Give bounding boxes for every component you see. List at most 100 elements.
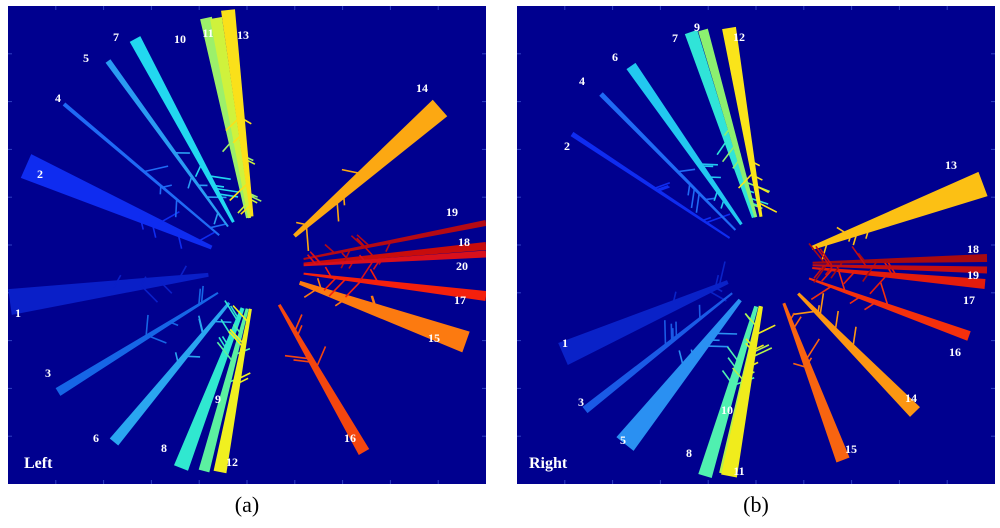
left-branch-trunk [298, 280, 470, 353]
right-branch-label-13: 13 [945, 158, 957, 172]
left-branch-label-8: 8 [161, 441, 167, 455]
left-branch-7 [129, 36, 239, 223]
right-branch-twigs [699, 163, 725, 209]
left-branch-label-5: 5 [83, 51, 89, 65]
left-branch-trunk [303, 272, 486, 301]
right-branch-twigs [654, 182, 731, 224]
left-branch-3 [55, 285, 219, 396]
right-branch-14 [792, 292, 920, 417]
left-branch-17 [303, 266, 486, 301]
left-branch-label-12: 12 [226, 455, 238, 469]
right-branch-19 [812, 245, 988, 279]
right-branch-trunk [722, 26, 763, 218]
right-branch-trunk [797, 292, 920, 417]
left-branch-trunk [303, 242, 486, 265]
left-branch-19 [303, 220, 486, 269]
right-branch-13 [811, 171, 988, 261]
right-branch-3 [582, 292, 733, 414]
right-branch-twigs [664, 304, 701, 347]
right-branch-trunk [782, 302, 850, 463]
right-branch-4 [599, 92, 737, 231]
right-branch-label-6: 6 [612, 50, 618, 64]
left-branch-trunk [210, 17, 252, 219]
left-side-label: Left [24, 455, 53, 472]
left-branch-8 [174, 300, 245, 471]
left-branch-trunk [174, 307, 245, 471]
left-branch-trunk [303, 250, 486, 267]
left-branch-twigs [218, 300, 240, 350]
right-branch-twigs [813, 245, 868, 279]
right-branch-6 [626, 62, 743, 226]
right-branch-trunk [811, 171, 988, 250]
left-branch-label-2: 2 [37, 167, 43, 181]
right-branch-16 [808, 266, 971, 341]
left-branch-12 [213, 305, 252, 474]
panel-right: 1 2 3 4 5 6 7 8 9 10 11 12 13 14 15 16 17 18 19 Right [517, 6, 995, 484]
right-branch-label-5: 5 [620, 433, 626, 447]
right-branch-label-4: 4 [579, 74, 585, 88]
left-branch-twigs [112, 265, 187, 303]
left-branch-label-20: 20 [456, 259, 468, 273]
right-branch-twigs [745, 324, 776, 368]
left-branch-trunk [62, 102, 220, 236]
caption-b: (b) [743, 492, 769, 517]
right-branch-trunk [582, 292, 733, 414]
left-branch-20 [303, 250, 486, 281]
right-branch-trunk [698, 28, 758, 218]
left-branch-6 [109, 301, 232, 446]
right-branch-label-19: 19 [967, 268, 979, 282]
right-branch-2 [570, 131, 731, 239]
left-branch-label-6: 6 [93, 431, 99, 445]
left-branch-twigs [323, 266, 379, 298]
left-branch-15 [298, 277, 470, 353]
right-branch-trunk [808, 277, 971, 341]
right-branch-twigs [821, 259, 898, 295]
right-branch-twigs [677, 168, 716, 213]
right-branch-trunk [812, 254, 988, 264]
right-branch-label-3: 3 [578, 395, 584, 409]
left-branch-label-9: 9 [215, 392, 221, 406]
left-branch-twigs [216, 323, 251, 384]
right-branch-label-10: 10 [721, 403, 733, 417]
left-branch-trunk [55, 291, 219, 396]
right-branch-trunk [570, 131, 731, 239]
right-branch-trunk [558, 280, 729, 365]
left-branch-label-7: 7 [113, 30, 119, 44]
right-branch-9 [698, 28, 770, 218]
left-branch-4 [62, 102, 226, 236]
right-branch-11 [721, 306, 776, 478]
right-branch-label-17: 17 [963, 293, 975, 307]
right-branch-twigs [810, 266, 889, 311]
left-branch-label-1: 1 [15, 306, 21, 320]
right-branch-trunk [599, 92, 737, 231]
left-branch-twigs [194, 162, 239, 198]
left-branch-5 [105, 59, 229, 228]
left-branch-label-14: 14 [416, 81, 428, 95]
right-branch-label-9: 9 [694, 20, 700, 34]
left-branch-twigs [324, 234, 392, 269]
left-branch-1 [8, 265, 209, 315]
right-branch-trunk [684, 29, 755, 219]
left-branch-trunk [200, 16, 250, 219]
right-branch-label-12: 12 [733, 30, 745, 44]
left-branch-trunk [277, 304, 370, 455]
right-branch-18 [808, 243, 988, 284]
left-branch-label-16: 16 [344, 431, 356, 445]
right-branch-label-18: 18 [967, 242, 979, 256]
left-branch-label-19: 19 [446, 205, 458, 219]
left-branch-label-3: 3 [45, 366, 51, 380]
left-branch-label-13: 13 [237, 28, 249, 42]
left-branch-twigs [143, 165, 226, 229]
right-branch-label-7: 7 [672, 31, 678, 45]
left-branch-twigs [228, 305, 251, 385]
right-background [517, 6, 995, 484]
left-branch-label-18: 18 [458, 235, 470, 249]
right-branch-trunk [721, 306, 763, 478]
right-branch-label-15: 15 [845, 442, 857, 456]
left-branch-twigs [174, 315, 232, 365]
left-branch-twigs [303, 277, 378, 311]
right-branch-12 [722, 26, 778, 218]
left-branch-13 [221, 9, 254, 217]
right-branch-trunk [812, 264, 988, 274]
